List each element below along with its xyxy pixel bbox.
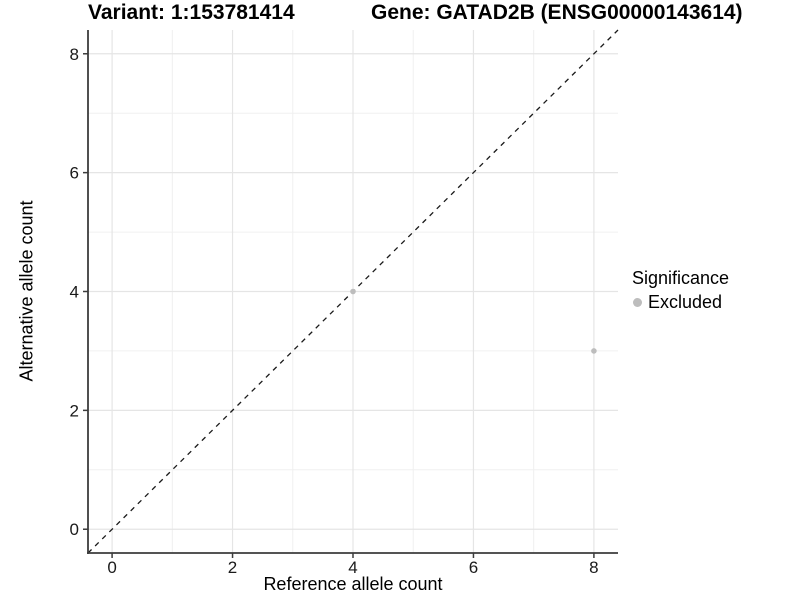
y-tick-label: 0 [70,520,79,539]
legend-point-icon [633,297,642,307]
data-point [350,288,356,295]
y-axis-label: Alternative allele count [16,200,37,382]
legend-item-excluded: Excluded [630,291,729,313]
x-tick-label: 6 [469,558,478,577]
legend-title: Significance [632,268,730,288]
x-tick-label: 8 [589,558,598,577]
y-tick-label: 8 [70,45,79,64]
legend-item-label: Excluded [648,292,723,312]
x-tick-label: 0 [107,558,116,577]
x-tick-label: 4 [348,558,357,577]
x-tick-label: 2 [228,558,237,577]
data-point [591,348,597,354]
y-tick-label: 4 [70,283,79,302]
plot-title-gene: Gene: GATAD2B (ENSG00000143614) [371,1,743,24]
y-tick-label: 6 [70,164,79,183]
x-axis-label: Reference allele count [263,574,443,594]
legend: Significance Excluded [630,267,729,313]
plot-title-variant: Variant: 1:153781414 [88,1,295,24]
y-tick-label: 2 [70,401,79,420]
